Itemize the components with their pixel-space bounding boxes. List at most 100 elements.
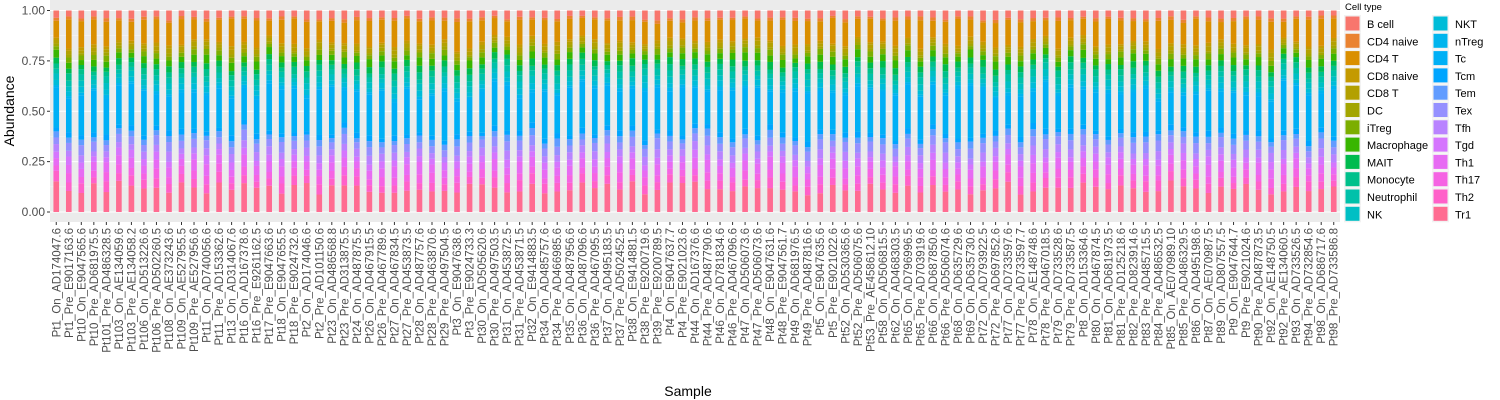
bar-segment	[78, 155, 84, 162]
bar-segment	[993, 91, 999, 96]
bar-segment	[579, 35, 585, 37]
bar-segment	[1256, 182, 1262, 190]
bar-segment	[755, 136, 761, 141]
bar-segment	[817, 158, 823, 165]
legend-label: nTreg	[1455, 36, 1483, 48]
bar-segment	[930, 43, 936, 46]
bar-segment	[1293, 168, 1299, 177]
bar-segment	[755, 76, 761, 80]
bar-segment	[1156, 53, 1162, 57]
x-tick-label: Pt46_Pre_AD467096.6	[728, 228, 740, 346]
bar-segment	[617, 88, 623, 92]
bar-segment	[993, 82, 999, 87]
bar-segment	[1080, 58, 1086, 63]
bar-segment	[655, 11, 661, 21]
bar-segment	[467, 136, 473, 143]
bar-segment	[479, 162, 485, 169]
bar-stack	[667, 11, 673, 213]
bar-segment	[241, 45, 247, 49]
bar-segment	[166, 45, 172, 48]
bar-segment	[104, 56, 110, 62]
bar-segment	[1168, 149, 1174, 155]
bar-segment	[1043, 42, 1049, 45]
bar-segment	[554, 65, 560, 71]
bar-segment	[1005, 45, 1011, 47]
bar-segment	[943, 169, 949, 177]
legend-swatch	[1434, 138, 1448, 152]
bar-segment	[91, 85, 97, 89]
bar-segment	[830, 185, 836, 212]
bar-segment	[542, 184, 548, 194]
bar-segment	[1168, 142, 1174, 149]
bar-segment	[1281, 43, 1287, 45]
bar-segment	[1306, 151, 1312, 157]
bar-segment	[855, 57, 861, 61]
bar-segment	[905, 186, 911, 212]
bar-segment	[1293, 147, 1299, 153]
bar-segment	[780, 53, 786, 55]
bar-segment	[918, 58, 924, 62]
bar-segment	[66, 86, 72, 91]
bar-segment	[742, 41, 748, 44]
bar-segment	[830, 49, 836, 52]
bar-segment	[316, 155, 322, 163]
bar-segment	[304, 95, 310, 98]
bar-segment	[91, 137, 97, 141]
bar-segment	[316, 55, 322, 60]
bar-stack	[291, 11, 297, 213]
bar-segment	[1043, 18, 1049, 20]
bar-segment	[1318, 90, 1324, 93]
bar-segment	[279, 137, 285, 142]
x-tick-label: Pt69_On_AD635730.6	[966, 228, 978, 344]
bar-segment	[993, 50, 999, 54]
bar-segment	[392, 47, 398, 50]
bar-segment	[717, 132, 723, 137]
bar-segment	[1105, 75, 1111, 80]
bar-segment	[53, 158, 59, 165]
bar-segment	[141, 49, 147, 52]
bar-segment	[442, 141, 448, 145]
bar-segment	[1306, 157, 1312, 163]
bar-segment	[454, 93, 460, 98]
bar-segment	[655, 40, 661, 43]
bar-segment	[1105, 174, 1111, 183]
bar-segment	[817, 139, 823, 149]
bar-segment	[179, 62, 185, 68]
legend-swatch	[1346, 17, 1360, 31]
bar-segment	[880, 175, 886, 183]
bar-segment	[918, 16, 924, 20]
bar-segment	[492, 137, 498, 147]
bar-segment	[1256, 150, 1262, 158]
bar-segment	[1030, 82, 1036, 88]
bar-segment	[66, 51, 72, 55]
bar-segment	[141, 152, 147, 159]
x-tick-label: Pt30_On_AD505620.6	[477, 228, 489, 344]
bar-segment	[955, 57, 961, 62]
bar-segment	[1118, 18, 1124, 21]
bar-segment	[1218, 60, 1224, 66]
bar-segment	[980, 22, 986, 41]
bar-segment	[1293, 11, 1299, 17]
bar-segment	[993, 98, 999, 131]
bar-segment	[129, 46, 135, 49]
bar-segment	[667, 71, 673, 77]
bar-segment	[517, 71, 523, 75]
bar-segment	[680, 39, 686, 41]
bar-segment	[730, 168, 736, 177]
bar-segment	[191, 129, 197, 133]
bar-segment	[930, 145, 936, 153]
bar-segment	[454, 65, 460, 70]
bar-segment	[1105, 140, 1111, 145]
bar-segment	[717, 151, 723, 159]
bar-segment	[918, 177, 924, 186]
bar-segment	[717, 144, 723, 152]
bar-segment	[542, 44, 548, 47]
bar-segment	[329, 80, 335, 84]
bar-segment	[1005, 64, 1011, 70]
bar-segment	[1080, 19, 1086, 35]
bar-segment	[216, 44, 222, 47]
bar-segment	[955, 181, 961, 189]
bar-segment	[1093, 11, 1099, 19]
bar-segment	[367, 156, 373, 165]
bar-segment	[817, 47, 823, 49]
